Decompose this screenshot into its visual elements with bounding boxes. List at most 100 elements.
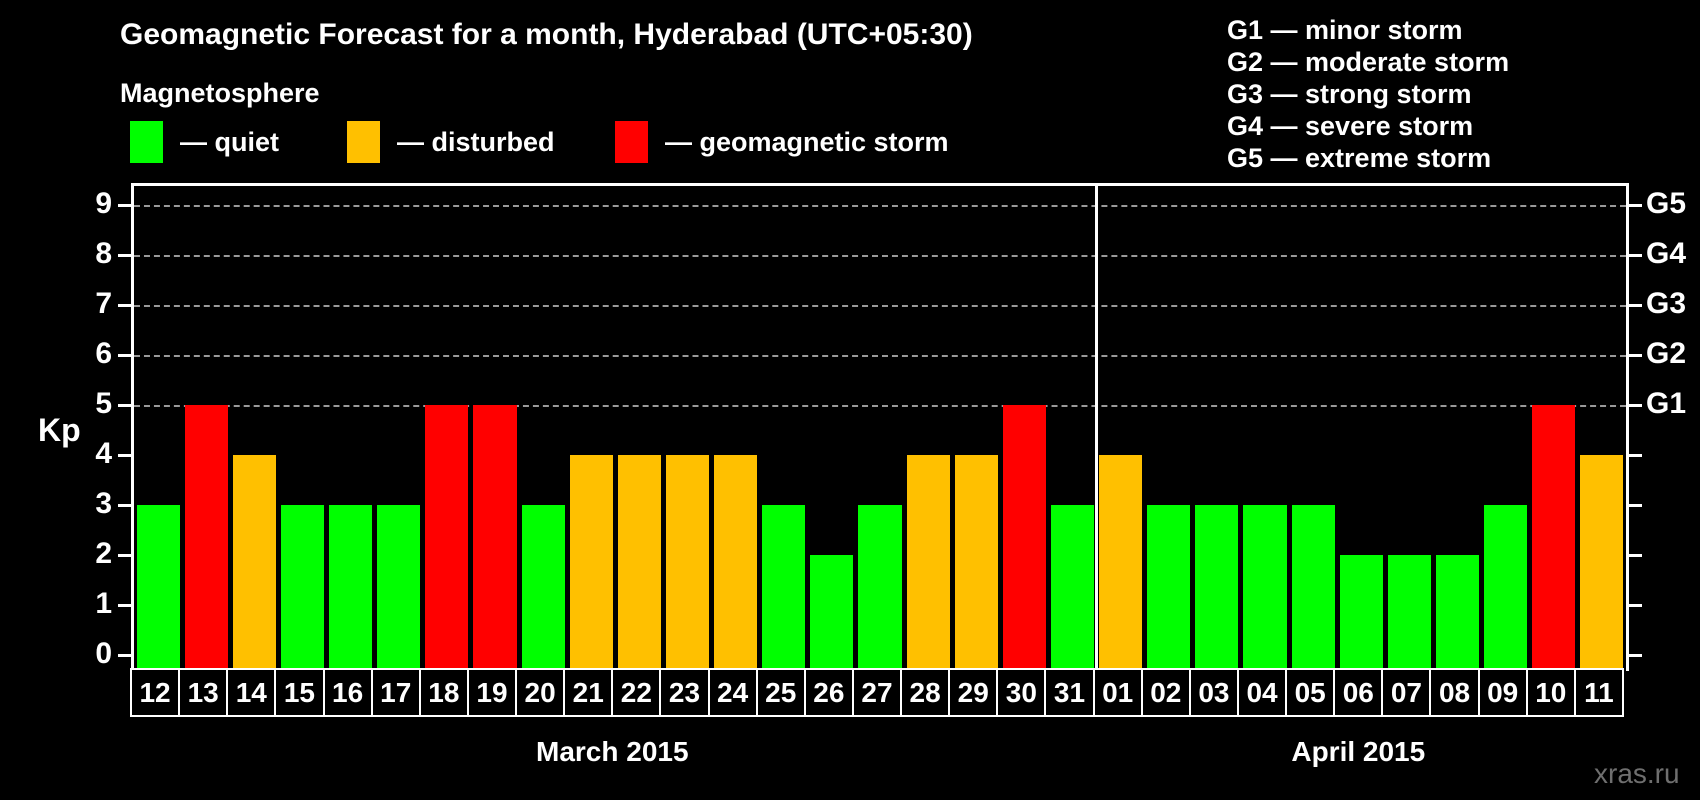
kp-bar-22 bbox=[617, 455, 661, 671]
quiet-color-swatch bbox=[130, 121, 163, 163]
kp-bar-21 bbox=[569, 455, 613, 671]
watermark: xras.ru bbox=[1594, 758, 1680, 789]
gridline-kp-8 bbox=[134, 255, 1626, 257]
left-tick-kp-5 bbox=[118, 404, 131, 407]
kp-bar-15 bbox=[280, 505, 324, 671]
kp-bar-13 bbox=[184, 405, 228, 671]
date-axis-row: 12 13 14 15 16 17 18 19 20 21 22 23 24 25 26 27 28 29 30 31… bbox=[130, 668, 1624, 717]
kp-bar-27 bbox=[858, 505, 902, 671]
storm-scale-legend: G1 — minor storm G2 — moderate storm G3 … bbox=[1227, 14, 1509, 174]
storm-legend-line-g1: G1 — minor storm bbox=[1227, 15, 1463, 45]
storm-color-swatch bbox=[615, 121, 648, 163]
y-tick-label-9: 9 bbox=[95, 187, 112, 220]
plot-area: 0 1 2 3 4 5 6 7 8 9 G1 G2 G3 G4 G5 bbox=[95, 183, 1686, 671]
right-tick-kp-1 bbox=[1629, 604, 1642, 607]
y-tick-label-3: 3 bbox=[95, 487, 112, 520]
kp-bar-14 bbox=[232, 455, 276, 671]
y-tick-label-4: 4 bbox=[95, 437, 112, 470]
kp-bar-29 bbox=[954, 455, 998, 671]
right-tick-kp-0 bbox=[1629, 654, 1642, 657]
date-cell-06: 06 bbox=[1333, 668, 1384, 717]
date-cell-08: 08 bbox=[1429, 668, 1480, 717]
magnetosphere-label: Magnetosphere bbox=[120, 78, 320, 108]
left-tick-kp-1 bbox=[118, 604, 131, 607]
date-cell-10: 10 bbox=[1525, 668, 1576, 717]
y-tick-label-5: 5 bbox=[95, 387, 112, 420]
month-label-april: April 2015 bbox=[1291, 736, 1426, 767]
date-cell-03: 03 bbox=[1188, 668, 1239, 717]
date-cell-21: 21 bbox=[563, 668, 614, 717]
kp-bar-25 bbox=[762, 505, 806, 671]
y-tick-label-1: 1 bbox=[95, 587, 112, 620]
storm-legend-line-g3: G3 — strong storm bbox=[1227, 79, 1472, 109]
kp-bar-08 bbox=[1435, 555, 1480, 671]
right-tick-kp-7 bbox=[1629, 304, 1642, 307]
chart-title: Geomagnetic Forecast for a month, Hydera… bbox=[120, 18, 973, 51]
date-cell-23: 23 bbox=[659, 668, 710, 717]
date-cell-26: 26 bbox=[803, 668, 854, 717]
kp-bar-09 bbox=[1484, 505, 1528, 671]
date-cell-30: 30 bbox=[996, 668, 1047, 717]
date-cell-17: 17 bbox=[370, 668, 421, 717]
y-tick-label-8: 8 bbox=[95, 237, 112, 270]
kp-bar-01 bbox=[1099, 455, 1143, 671]
left-tick-kp-7 bbox=[118, 304, 131, 307]
date-cell-04: 04 bbox=[1236, 668, 1288, 717]
date-cell-09: 09 bbox=[1477, 668, 1528, 717]
disturbed-color-swatch bbox=[347, 121, 380, 163]
date-cell-11: 11 bbox=[1573, 668, 1624, 717]
gridline-kp-5 bbox=[134, 405, 1626, 407]
month-label-march: March 2015 bbox=[536, 736, 689, 767]
legend-label-disturbed: — disturbed bbox=[397, 126, 555, 157]
storm-legend-line-g5: G5 — extreme storm bbox=[1227, 143, 1492, 173]
right-tick-kp-9 bbox=[1629, 204, 1642, 207]
date-cell-01: 01 bbox=[1092, 668, 1143, 717]
date-cell-13: 13 bbox=[178, 668, 229, 717]
y-axis-title: Kp bbox=[38, 412, 81, 448]
month-separator-line bbox=[1095, 186, 1099, 671]
date-cell-16: 16 bbox=[322, 668, 373, 717]
gridline-kp-7 bbox=[134, 305, 1626, 307]
left-tick-kp-2 bbox=[118, 554, 131, 557]
g-scale-label-g2: G2 bbox=[1646, 337, 1687, 370]
date-cell-07: 07 bbox=[1381, 668, 1432, 717]
right-tick-kp-4 bbox=[1629, 454, 1642, 457]
date-cell-12: 12 bbox=[130, 668, 181, 717]
g-scale-label-g5: G5 bbox=[1646, 187, 1687, 220]
kp-bar-30 bbox=[1002, 405, 1046, 671]
kp-bar-05 bbox=[1291, 505, 1335, 671]
date-cell-19: 19 bbox=[466, 668, 518, 717]
y-tick-label-2: 2 bbox=[95, 537, 112, 570]
left-tick-kp-0 bbox=[118, 654, 131, 657]
kp-bar-11 bbox=[1580, 455, 1624, 671]
kp-bar-28 bbox=[906, 455, 950, 671]
date-cell-20: 20 bbox=[515, 668, 566, 717]
kp-bar-04 bbox=[1243, 505, 1287, 671]
right-tick-kp-5 bbox=[1629, 404, 1642, 407]
storm-legend-line-g2: G2 — moderate storm bbox=[1227, 47, 1510, 77]
left-tick-kp-3 bbox=[118, 504, 131, 507]
kp-bar-02 bbox=[1147, 505, 1191, 671]
date-cell-14: 14 bbox=[226, 668, 277, 717]
right-tick-kp-3 bbox=[1629, 504, 1642, 507]
kp-bar-23 bbox=[665, 455, 710, 671]
date-cell-31: 31 bbox=[1044, 668, 1095, 717]
kp-bar-26 bbox=[810, 555, 854, 671]
right-tick-kp-2 bbox=[1629, 554, 1642, 557]
kp-bar-31 bbox=[1050, 505, 1095, 671]
kp-bar-19 bbox=[473, 405, 517, 671]
legend-label-storm: — geomagnetic storm bbox=[665, 126, 949, 157]
date-cell-15: 15 bbox=[274, 668, 325, 717]
kp-bar-20 bbox=[521, 505, 565, 671]
kp-bar-17 bbox=[377, 505, 421, 671]
g-scale-label-g1: G1 bbox=[1646, 387, 1687, 420]
legend-item-quiet: — quiet bbox=[130, 120, 279, 164]
kp-bar-18 bbox=[425, 405, 469, 671]
date-cell-05: 05 bbox=[1285, 668, 1336, 717]
kp-bar-07 bbox=[1387, 555, 1431, 671]
legend-label-quiet: — quiet bbox=[180, 126, 279, 157]
date-cell-22: 22 bbox=[611, 668, 662, 717]
right-tick-kp-8 bbox=[1629, 254, 1642, 257]
y-tick-label-7: 7 bbox=[95, 287, 112, 320]
gridline-kp-6 bbox=[134, 355, 1626, 357]
